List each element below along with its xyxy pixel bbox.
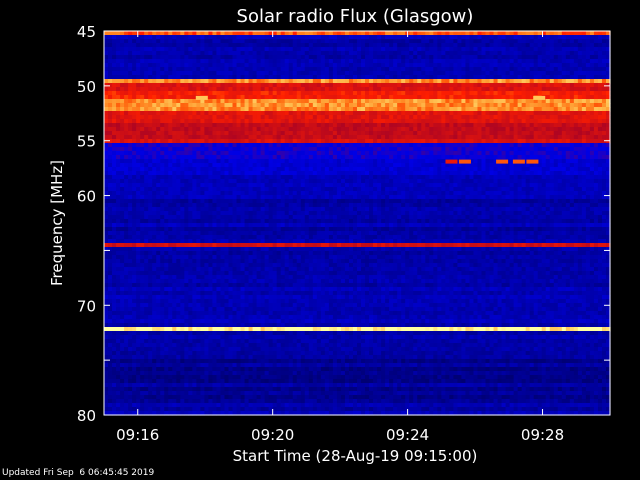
burst-mark [458,159,471,164]
chart-title: Solar radio Flux (Glasgow) [237,6,474,27]
y-tick-label: 45 [77,23,96,41]
x-tick-label: 09:28 [521,426,564,444]
y-tick-label: 70 [77,297,96,315]
burst-mark [526,159,539,164]
updated-timestamp: Updated Fri Sep 6 06:45:45 2019 [2,468,155,478]
burst-mark [533,95,546,100]
y-axis: 45 50 55 60 70 80 [77,23,610,425]
burst-mark [512,159,525,164]
spectrogram-heatmap [104,31,611,416]
plot-frame [103,30,611,416]
x-tick-label: 09:20 [251,426,294,444]
burst-mark [496,159,509,164]
x-axis-label: Start Time (28-Aug-19 09:15:00) [233,447,478,465]
y-axis-label: Frequency [MHz] [48,160,66,286]
y-tick-label: 55 [77,133,96,151]
y-tick-label: 60 [77,188,96,206]
y-tick-label: 50 [77,78,96,96]
burst-mark [445,159,458,164]
x-tick-label: 09:24 [386,426,429,444]
burst-mark [195,95,208,100]
y-tick-label: 80 [77,407,96,425]
x-tick-label: 09:16 [116,426,159,444]
x-axis: 09:16 09:20 09:24 09:28 [116,31,564,444]
